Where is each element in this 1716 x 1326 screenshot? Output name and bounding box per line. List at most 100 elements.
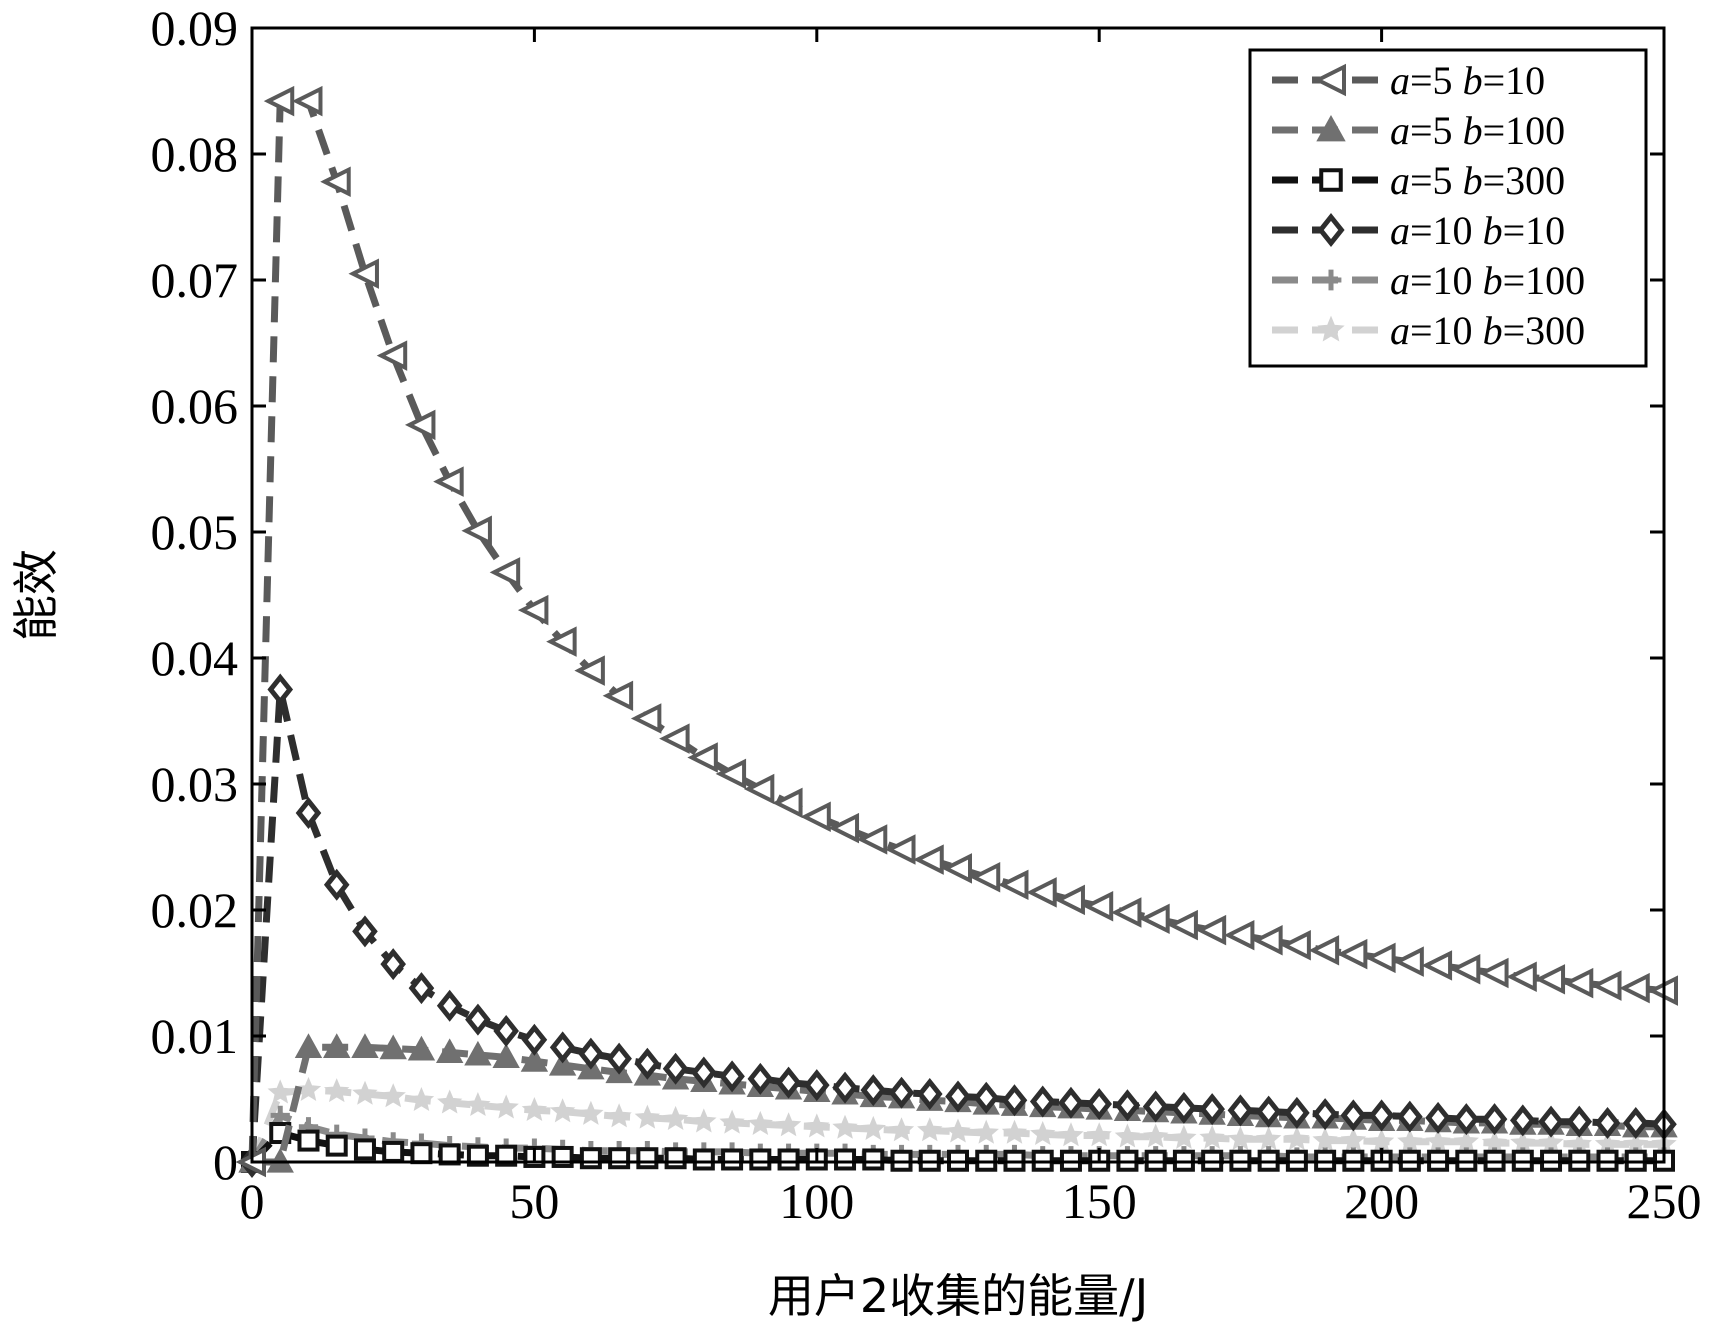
legend-entry: a=5 b=300 [1272,158,1565,203]
data-point [749,1148,772,1171]
data-point [297,1129,320,1152]
data-point [352,915,378,948]
data-point [404,409,436,441]
data-point [691,1108,717,1133]
legend-marker [1319,168,1343,192]
data-point [747,1110,773,1135]
x-tick-label: 200 [1344,1173,1419,1229]
data-point [1453,1128,1479,1153]
data-point [466,1144,489,1167]
y-tick-label: 0.08 [151,126,239,182]
legend-label: a=10 b=100 [1390,258,1585,303]
data-point [1139,903,1170,935]
data-point [1280,930,1311,961]
data-point [546,626,577,657]
data-point [267,1079,293,1104]
legend-marker [1320,269,1342,291]
data-point [1449,953,1481,985]
x-tick-label: 50 [509,1173,559,1229]
data-point [1421,950,1453,981]
data-point [1001,1119,1028,1144]
data-point [828,812,860,844]
data-point [348,258,379,289]
data-point [1255,1095,1282,1128]
data-point [1082,890,1114,922]
data-point [1425,1101,1451,1134]
data-point [969,862,1001,893]
data-point [916,1077,943,1110]
data-point [1534,964,1566,995]
series-line [252,1043,1664,1166]
data-point [1199,1093,1225,1126]
data-point [1340,1099,1367,1132]
legend-marker [1317,315,1345,342]
data-point [1086,1088,1113,1121]
y-tick-label: 0 [213,1134,238,1190]
legend-label: a=5 b=100 [1390,108,1565,153]
y-tick-label: 0.03 [151,756,239,812]
data-point [1538,1105,1564,1138]
data-point [1312,1127,1338,1152]
series-line [248,1086,1664,1164]
data-point [743,773,775,805]
data-point [1594,1106,1621,1139]
data-point [804,1113,830,1138]
data-point [1167,909,1198,941]
data-point [1252,925,1283,956]
data-point [1030,1121,1056,1146]
data-point [973,1081,1000,1114]
data-point [630,703,662,734]
data-point [325,1134,348,1157]
data-point [379,1034,407,1060]
data-point [1142,1090,1169,1123]
series-3 [239,673,1677,1179]
y-tick-label: 0.09 [151,0,239,56]
data-point [1622,1106,1649,1139]
data-point [495,1144,518,1167]
data-point [578,1037,604,1070]
data-point [1171,1124,1197,1149]
data-point [856,824,888,855]
legend-entry: a=10 b=100 [1272,258,1585,303]
data-point [945,1080,971,1113]
data-point [492,1043,520,1069]
data-point [662,1052,689,1085]
data-point [294,1033,323,1058]
data-point [1393,946,1424,977]
data-point [410,1142,433,1165]
data-point [636,1147,659,1170]
plot-frame [250,26,1666,1164]
data-point [1365,942,1396,974]
data-point [549,1098,576,1123]
data-point [549,1031,576,1064]
data-point [664,1147,687,1170]
data-point [606,1042,632,1075]
data-point [1058,1086,1084,1119]
data-point [578,1100,604,1125]
series-0 [235,85,1678,1178]
data-point [775,1112,802,1137]
data-point [517,594,549,626]
data-point [1340,1127,1367,1152]
data-point [1308,935,1340,966]
x-tick-label: 0 [240,1173,265,1229]
data-point [888,1117,915,1142]
legend-label: a=5 b=10 [1390,58,1545,103]
data-point [1110,897,1142,928]
data-point [380,1083,406,1108]
data-point [1143,1123,1169,1148]
data-point [1397,1128,1423,1153]
y-tick-label: 0.05 [151,504,239,560]
data-point [1058,1122,1084,1147]
data-point [382,1140,405,1163]
data-point [1223,919,1255,951]
data-point [973,1119,999,1144]
y-tick-label: 0.02 [151,882,239,938]
y-tick-label: 0.07 [151,252,239,308]
data-point [1506,961,1537,993]
data-point [1368,1128,1395,1153]
data-point [1397,1100,1423,1133]
data-point [376,340,408,371]
data-point [606,1103,632,1128]
data-point [1026,877,1057,908]
